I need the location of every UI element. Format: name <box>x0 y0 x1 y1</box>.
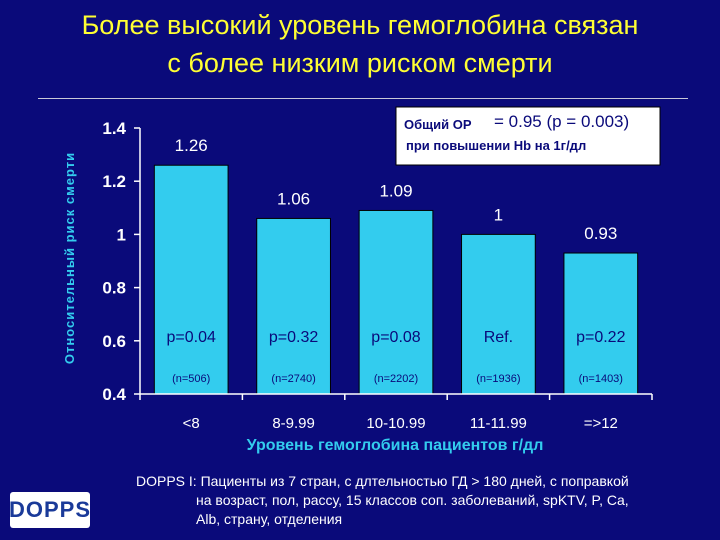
n-label-3: (n=1936) <box>476 373 520 385</box>
x-tick-label-4: =>12 <box>584 415 618 432</box>
x-tick-label-1: 8-9.99 <box>272 415 315 432</box>
p-label-1: p=0.32 <box>269 329 318 346</box>
bar-3 <box>461 233 536 395</box>
footnote: DOPPS I: Пациенты из 7 стран, с длтельно… <box>136 472 716 529</box>
bar-chart: 1.26 p=0.04 (n=506) <8 1.06 p=0.32 (n=2740) 8-9… <box>62 106 661 454</box>
p-label-3: Ref. <box>484 329 513 346</box>
legend-line1-label: Общий ОР <box>404 117 472 132</box>
x-tick-label-3: 11-11.99 <box>470 415 527 432</box>
bar-1 <box>256 217 331 395</box>
title-divider <box>38 98 688 99</box>
p-label-2: p=0.08 <box>371 329 420 346</box>
value-label-1: 1.06 <box>277 189 310 208</box>
y-tick-label-5: 1.4 <box>102 119 126 138</box>
y-tick-label-1: 0.6 <box>102 332 126 351</box>
x-tick-label-0: <8 <box>183 415 200 432</box>
y-tick-label-2: 0.8 <box>102 279 126 298</box>
value-label-3: 1 <box>494 205 503 224</box>
value-label-0: 1.26 <box>175 136 208 155</box>
p-label-0: p=0.04 <box>167 329 216 346</box>
y-axis-label: Относительный риск смерти <box>62 152 77 364</box>
bar-2 <box>358 209 434 395</box>
dopps-logo: DOPPS <box>9 492 90 528</box>
n-label-0: (n=506) <box>172 373 210 385</box>
title-line-1: Более высокий уровень гемоглобина связан <box>81 10 639 40</box>
y-tick-label-4: 1.2 <box>102 172 126 191</box>
y-tick-label-3: 1 <box>117 225 126 244</box>
legend-box: Общий ОР = 0.95 (p = 0.003) при повышени… <box>395 106 661 166</box>
footnote-line-2: на возраст, пол, рассу, 15 классов соп. … <box>196 492 629 508</box>
bar-0 <box>153 164 229 395</box>
x-tick-label-2: 10-10.99 <box>366 415 425 432</box>
n-label-2: (n=2202) <box>374 373 418 385</box>
legend-line1-value: = 0.95 (p = 0.003) <box>494 112 629 131</box>
footnote-line-1: DOPPS I: Пациенты из 7 стран, с длтельно… <box>136 473 629 489</box>
n-label-4: (n=1403) <box>579 373 623 385</box>
title-line-2: с более низким риском смерти <box>167 48 553 78</box>
value-label-2: 1.09 <box>379 181 412 200</box>
p-label-4: p=0.22 <box>576 329 625 346</box>
legend-line2: при повышении Hb на 1г/дл <box>406 138 586 153</box>
x-axis-label: Уровень гемоглобина пациентов г/дл <box>247 437 544 454</box>
n-label-1: (n=2740) <box>271 373 315 385</box>
bar-4 <box>563 252 639 395</box>
footnote-line-3: Alb, страну, отделения <box>196 511 343 527</box>
chart-title: Более высокий уровень гемоглобина связан… <box>0 6 720 82</box>
y-tick-label-0: 0.4 <box>102 385 126 404</box>
value-label-4: 0.93 <box>584 224 617 243</box>
